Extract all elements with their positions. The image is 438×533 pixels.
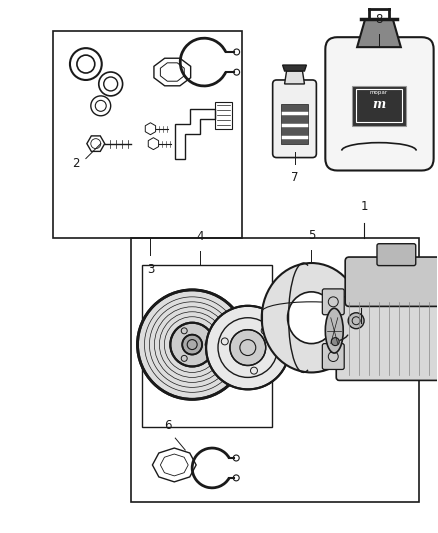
Bar: [142, 265, 272, 427]
Text: 4: 4: [196, 230, 204, 243]
FancyBboxPatch shape: [322, 289, 344, 315]
Circle shape: [170, 322, 214, 367]
Text: 1: 1: [360, 200, 368, 213]
Circle shape: [348, 313, 364, 329]
Bar: [131, 238, 419, 502]
Circle shape: [138, 290, 247, 399]
Circle shape: [206, 306, 290, 389]
Bar: [281, 104, 308, 144]
Text: mopar: mopar: [370, 91, 388, 95]
Circle shape: [182, 335, 202, 354]
Bar: [53, 31, 242, 238]
FancyBboxPatch shape: [345, 257, 438, 306]
FancyBboxPatch shape: [273, 80, 316, 158]
Bar: [356, 89, 402, 122]
Polygon shape: [357, 19, 401, 47]
FancyBboxPatch shape: [336, 297, 438, 381]
Text: 6: 6: [165, 419, 172, 432]
Circle shape: [331, 337, 339, 345]
Bar: [352, 86, 406, 126]
Text: 7: 7: [291, 172, 298, 184]
Text: 8: 8: [375, 13, 383, 26]
Ellipse shape: [288, 292, 335, 344]
Ellipse shape: [325, 308, 343, 353]
Polygon shape: [283, 65, 307, 71]
Text: 2: 2: [72, 157, 80, 170]
Bar: [215, 102, 232, 129]
Ellipse shape: [262, 263, 361, 373]
FancyBboxPatch shape: [377, 244, 416, 265]
Text: 5: 5: [308, 229, 315, 242]
Text: m: m: [372, 99, 385, 111]
FancyBboxPatch shape: [322, 344, 344, 369]
Polygon shape: [285, 71, 304, 84]
Circle shape: [230, 330, 266, 366]
FancyBboxPatch shape: [325, 37, 434, 171]
Text: 3: 3: [147, 263, 154, 276]
